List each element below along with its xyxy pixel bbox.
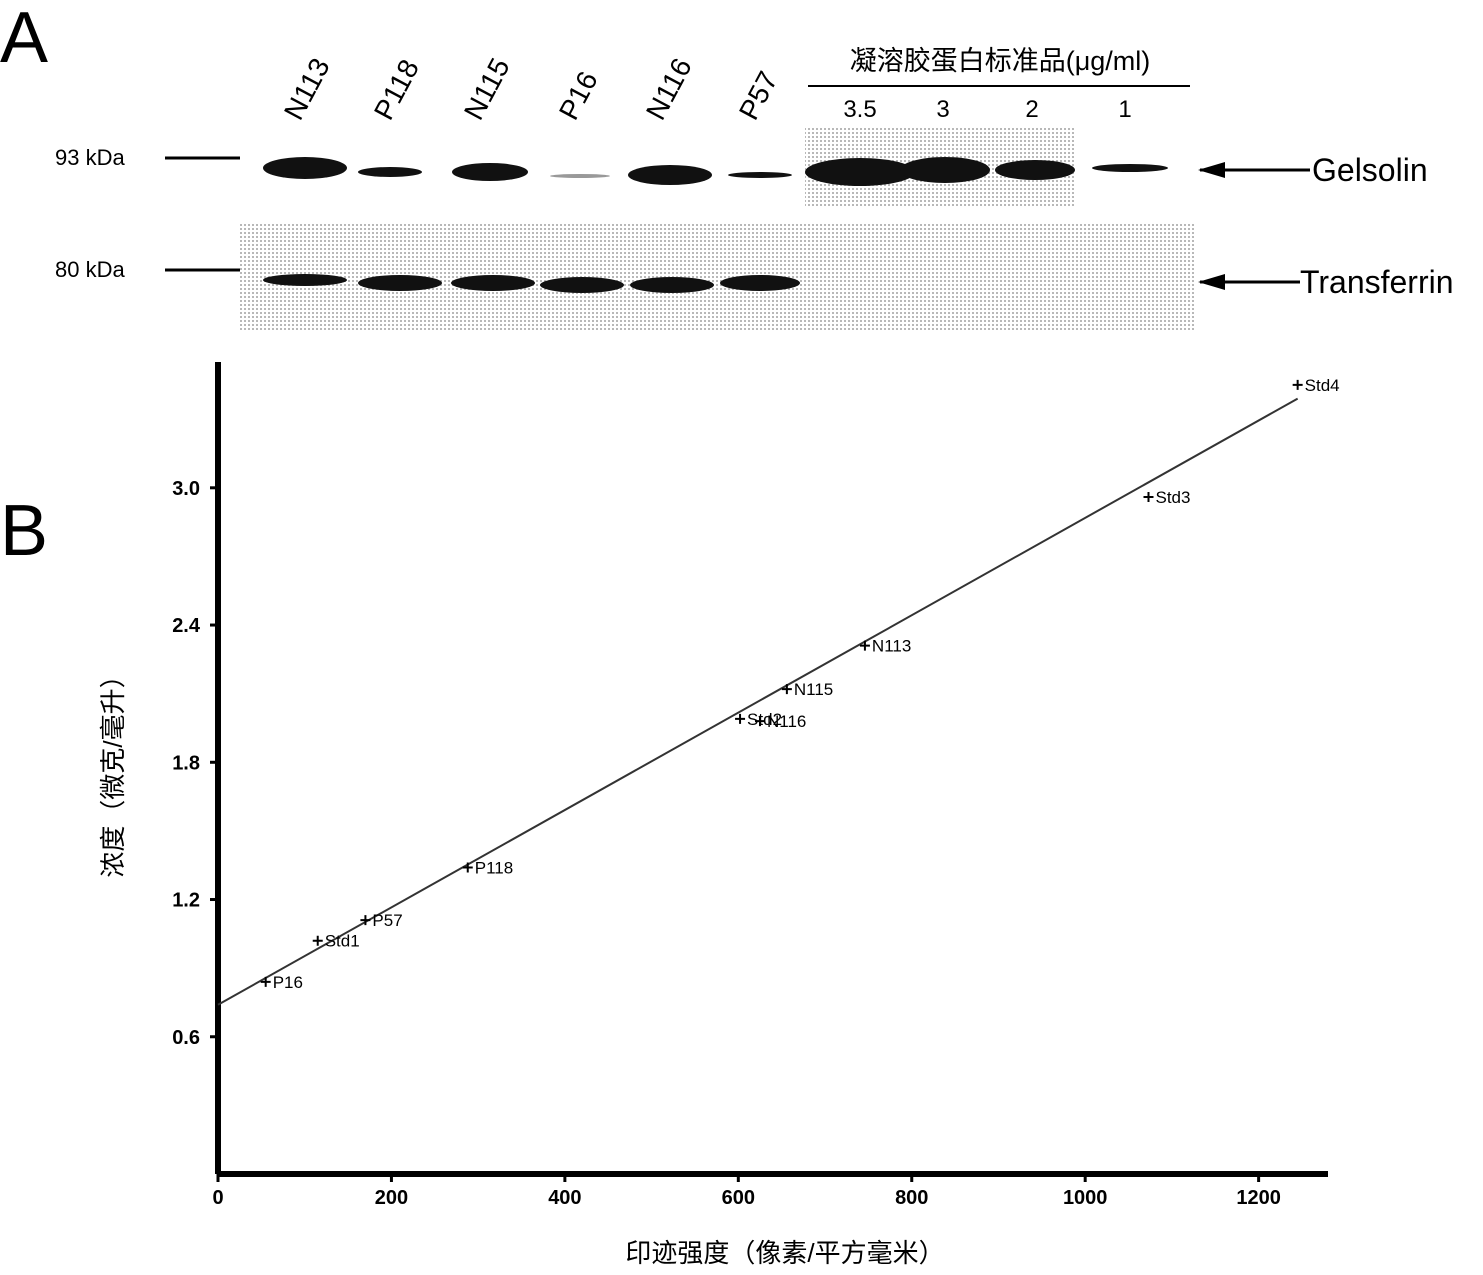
data-point <box>1293 380 1303 390</box>
lane-label: P118 <box>368 54 425 124</box>
point-label: Std1 <box>325 932 360 951</box>
point-label: N116 <box>767 712 806 731</box>
standards-title: 凝溶胶蛋白标准品(μg/ml) <box>850 46 1151 76</box>
marker-label: 93 kDa <box>55 145 125 170</box>
band <box>628 165 712 185</box>
band <box>540 277 624 293</box>
band <box>720 275 800 291</box>
band <box>550 174 610 178</box>
lane-label: P57 <box>733 66 784 125</box>
band <box>995 160 1075 180</box>
x-tick-label: 0 <box>212 1187 223 1209</box>
x-tick-label: 200 <box>375 1187 408 1209</box>
data-point <box>463 862 473 872</box>
y-tick-label: 2.4 <box>172 615 201 637</box>
standard-label: 3.5 <box>843 96 876 123</box>
point-label: Std4 <box>1305 376 1340 395</box>
lane-label: P16 <box>553 66 604 125</box>
x-tick-label: 400 <box>548 1187 581 1209</box>
band <box>358 275 442 291</box>
band-arrows <box>1200 170 1310 282</box>
panel-label: A <box>0 0 48 78</box>
panel-label: B <box>0 491 48 571</box>
point-label: P16 <box>273 973 303 992</box>
x-tick-label: 600 <box>722 1187 755 1209</box>
band <box>630 277 714 293</box>
band <box>728 172 792 178</box>
y-tick-label: 1.8 <box>172 752 200 774</box>
data-point <box>313 936 323 946</box>
arrow-head <box>1198 274 1225 290</box>
band <box>358 167 422 177</box>
data-point <box>261 977 271 987</box>
y-tick-label: 0.6 <box>172 1027 200 1049</box>
data-point <box>782 684 792 694</box>
point-label: N113 <box>872 637 911 656</box>
point-label: P57 <box>372 911 402 930</box>
standard-label: 2 <box>1025 96 1038 123</box>
x-tick-label: 800 <box>895 1187 928 1209</box>
point-label: P118 <box>475 858 513 877</box>
band <box>263 157 347 179</box>
band-label: Transferrin <box>1300 264 1454 300</box>
x-axis-title: 印迹强度（像素/平方毫米） <box>625 1238 944 1268</box>
band <box>452 163 528 181</box>
y-axis-title: 浓度（微克/毫升） <box>98 662 128 877</box>
figure: A B 93 kDa 80 kDa N113 P118 N115 P16 N11… <box>0 0 1483 1275</box>
band <box>451 275 535 291</box>
band <box>900 157 990 183</box>
point-label: N115 <box>794 680 833 699</box>
x-tick-label: 1200 <box>1236 1187 1281 1209</box>
marker-label: 80 kDa <box>55 257 125 282</box>
band-label: Gelsolin <box>1312 152 1428 188</box>
x-tick-label: 1000 <box>1063 1187 1108 1209</box>
lane-labels: N113 P118 N115 P16 N116 P57 <box>278 53 784 125</box>
band <box>805 158 915 186</box>
lane-label: N113 <box>278 53 336 125</box>
data-point <box>1143 492 1153 502</box>
band <box>1092 164 1168 172</box>
arrow-head <box>1198 162 1225 178</box>
lane-label: N116 <box>640 53 698 125</box>
band <box>263 274 347 286</box>
standard-label: 3 <box>936 96 949 123</box>
y-tick-label: 1.2 <box>172 890 200 912</box>
data-point <box>735 714 745 724</box>
point-label: Std3 <box>1155 488 1190 507</box>
data-point <box>860 641 870 651</box>
y-tick-label: 3.0 <box>172 478 200 500</box>
standard-labels: 3.5 3 2 1 <box>843 96 1131 123</box>
lane-label: N115 <box>458 53 516 125</box>
standard-label: 1 <box>1118 96 1131 123</box>
